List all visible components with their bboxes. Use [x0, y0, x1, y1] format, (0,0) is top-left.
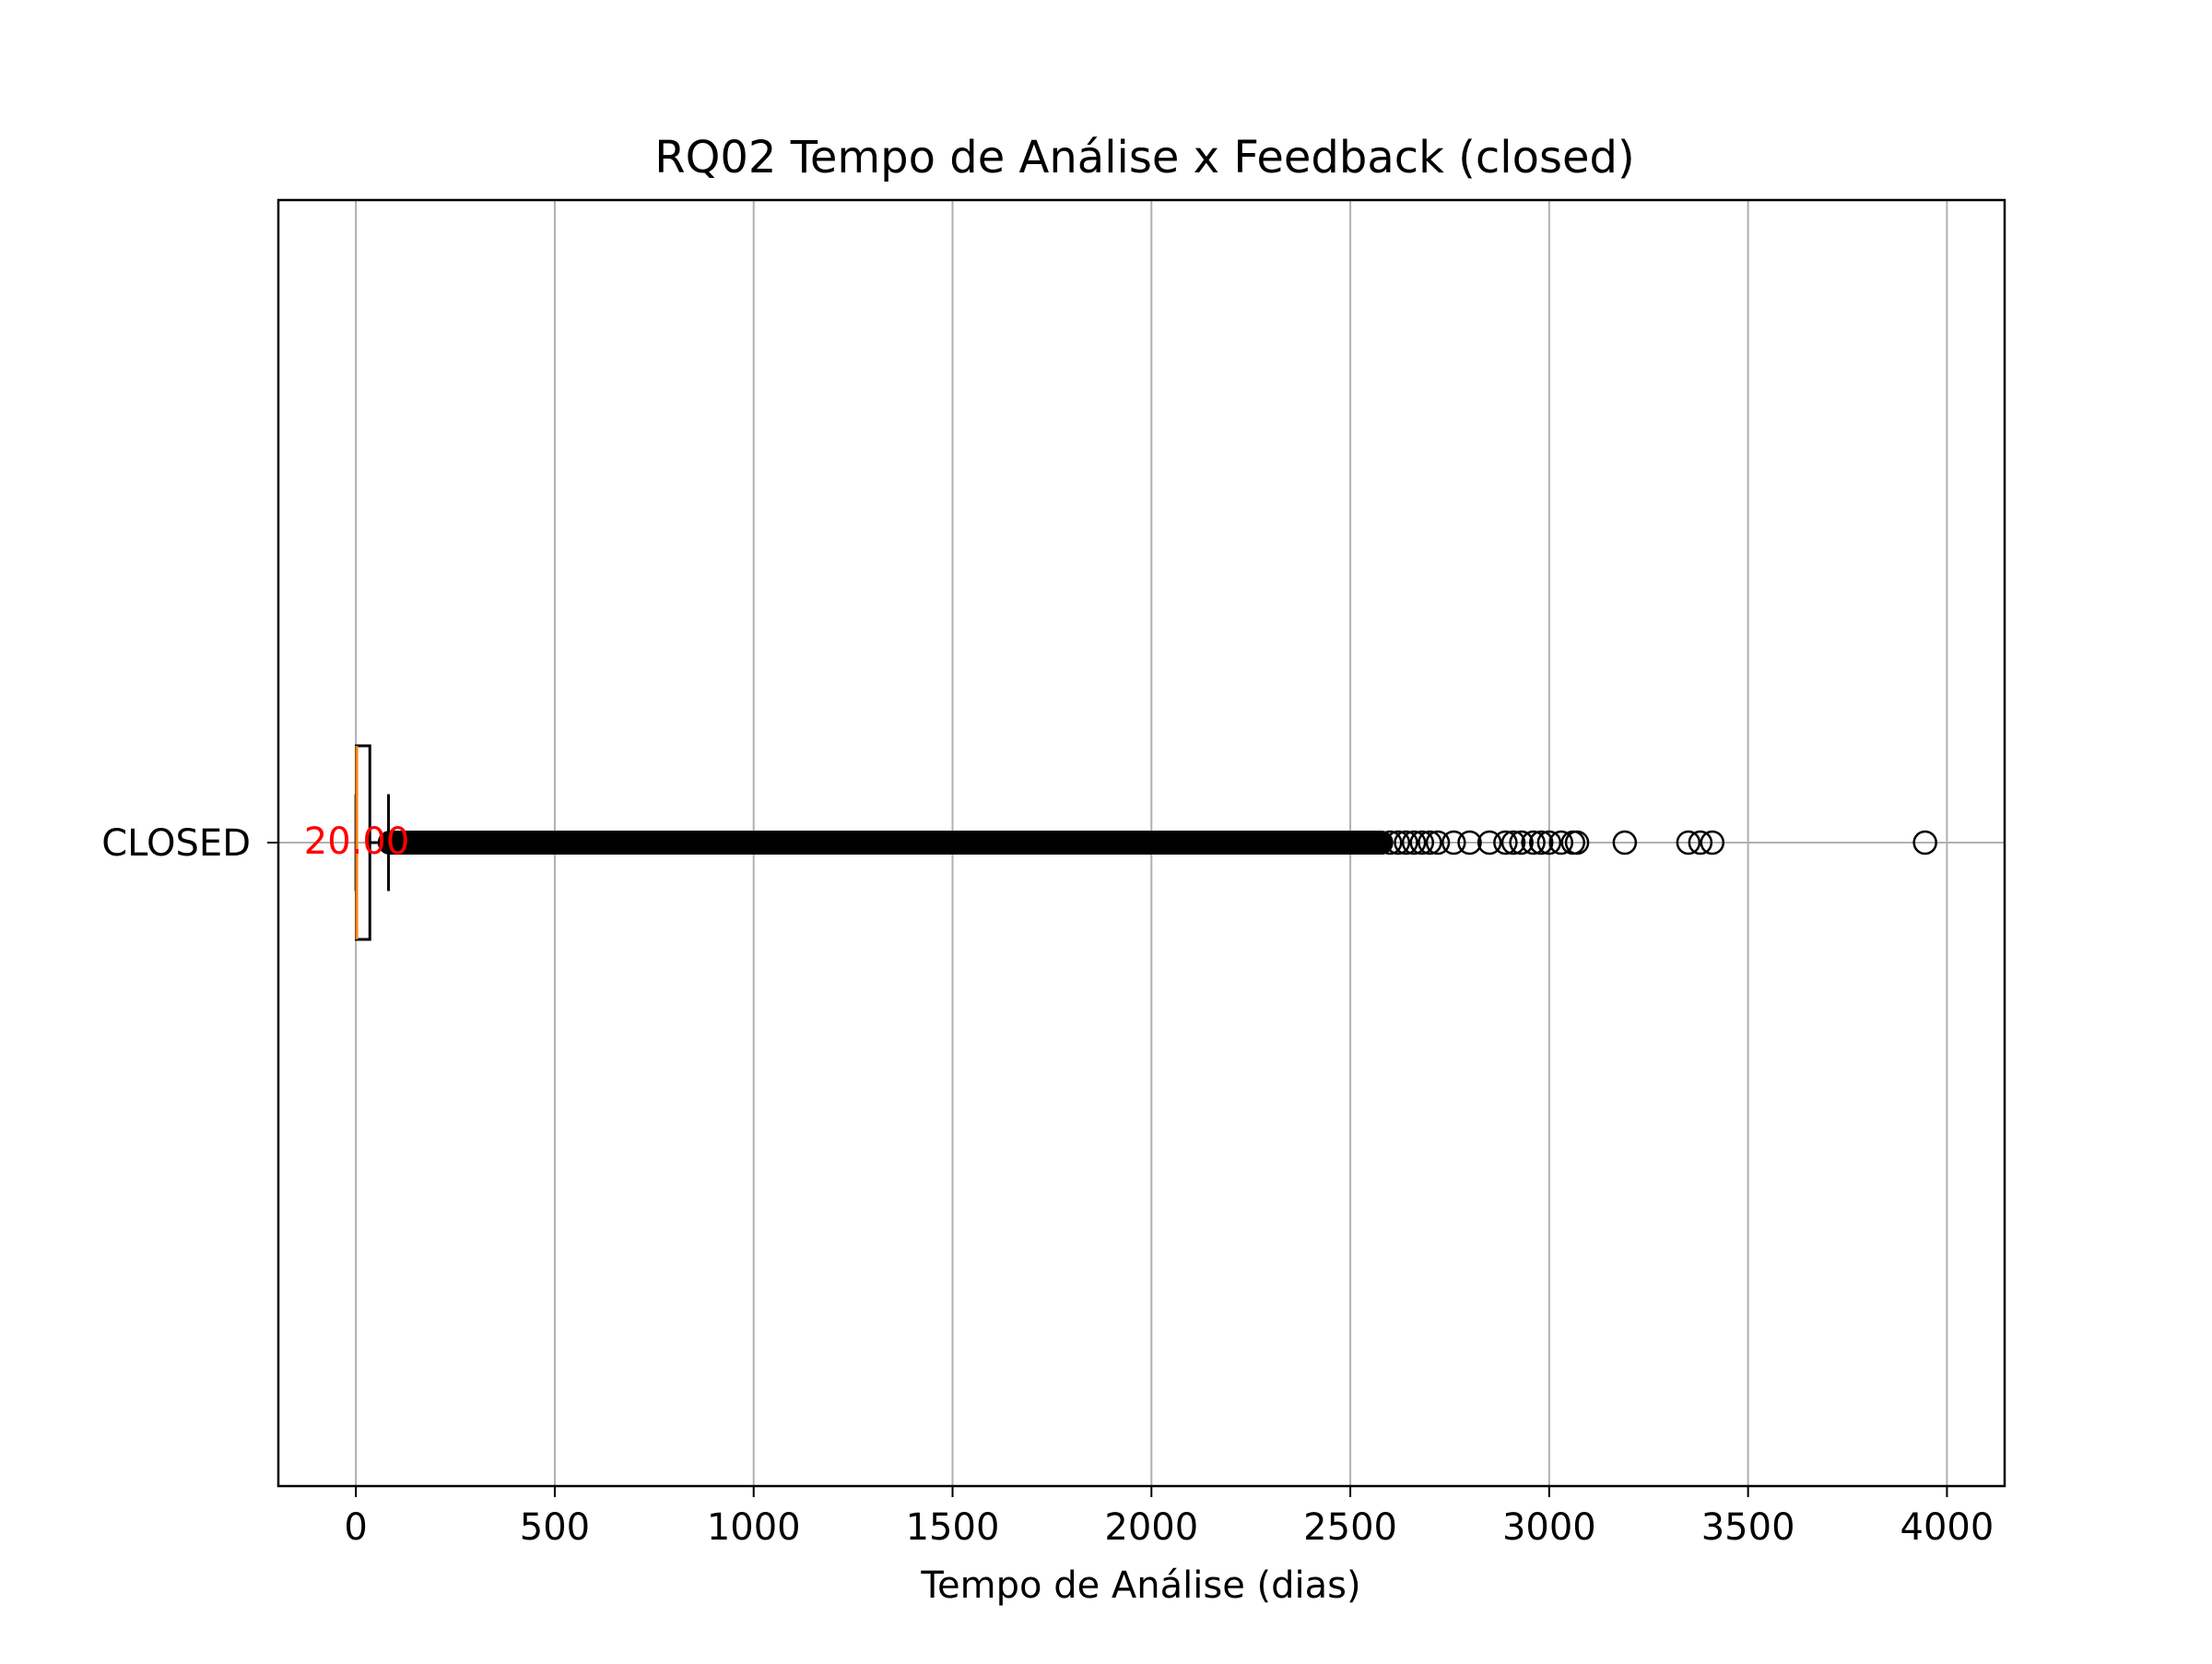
outlier-point: [1477, 830, 1502, 856]
outlier-point: [1912, 830, 1937, 856]
outlier-point: [1409, 830, 1435, 856]
x-tick-label: 3500: [1701, 1506, 1795, 1549]
outlier-point: [1401, 830, 1427, 856]
median-label: 20.00: [304, 820, 410, 863]
outlier-point: [1548, 830, 1574, 856]
outlier-point: [1676, 830, 1701, 856]
x-axis-label: Tempo de Análise (dias): [920, 1564, 1360, 1607]
outlier-point: [1700, 830, 1725, 856]
x-tick-label: 4000: [1900, 1506, 1994, 1549]
y-tick-label: CLOSED: [101, 822, 251, 865]
plot-frame: [276, 198, 2006, 1488]
outlier-point: [1564, 830, 1590, 856]
outlier-point: [1441, 830, 1466, 856]
x-tick-label: 1500: [906, 1506, 1000, 1549]
outlier-point: [1612, 830, 1638, 856]
outlier-point: [1509, 830, 1534, 856]
box-layer: 20.00: [304, 744, 1937, 941]
outlier-point: [1369, 831, 1394, 855]
outlier-point: [1418, 830, 1442, 856]
x-tick-label: 1000: [707, 1506, 801, 1549]
outlier-point: [1521, 830, 1546, 856]
outlier-point: [1394, 830, 1418, 856]
chart-title: RQ02 Tempo de Análise x Feedback (closed…: [654, 132, 1634, 183]
outlier-point: [1536, 830, 1562, 856]
outlier-point: [1425, 830, 1451, 856]
x-tick-label: 2000: [1104, 1506, 1198, 1549]
x-tick-label: 3000: [1502, 1506, 1596, 1549]
outlier-point: [1493, 830, 1518, 856]
outlier-point: [1688, 830, 1713, 856]
outlier-point: [1385, 830, 1411, 856]
x-tick-label: 500: [520, 1506, 590, 1549]
outlier-point: [1500, 830, 1526, 856]
x-axis-ticks: 0 500 1000 1500 2000 2500 3000 3500 4000: [344, 1486, 1994, 1549]
outlier-point: [1377, 830, 1403, 856]
outlier-point: [1528, 830, 1554, 856]
outliers: [377, 830, 1937, 856]
x-tick-label: 2500: [1303, 1506, 1397, 1549]
y-axis-ticks: CLOSED: [101, 822, 278, 865]
x-tick-label: 0: [344, 1506, 367, 1549]
outlier-point: [1457, 830, 1482, 856]
